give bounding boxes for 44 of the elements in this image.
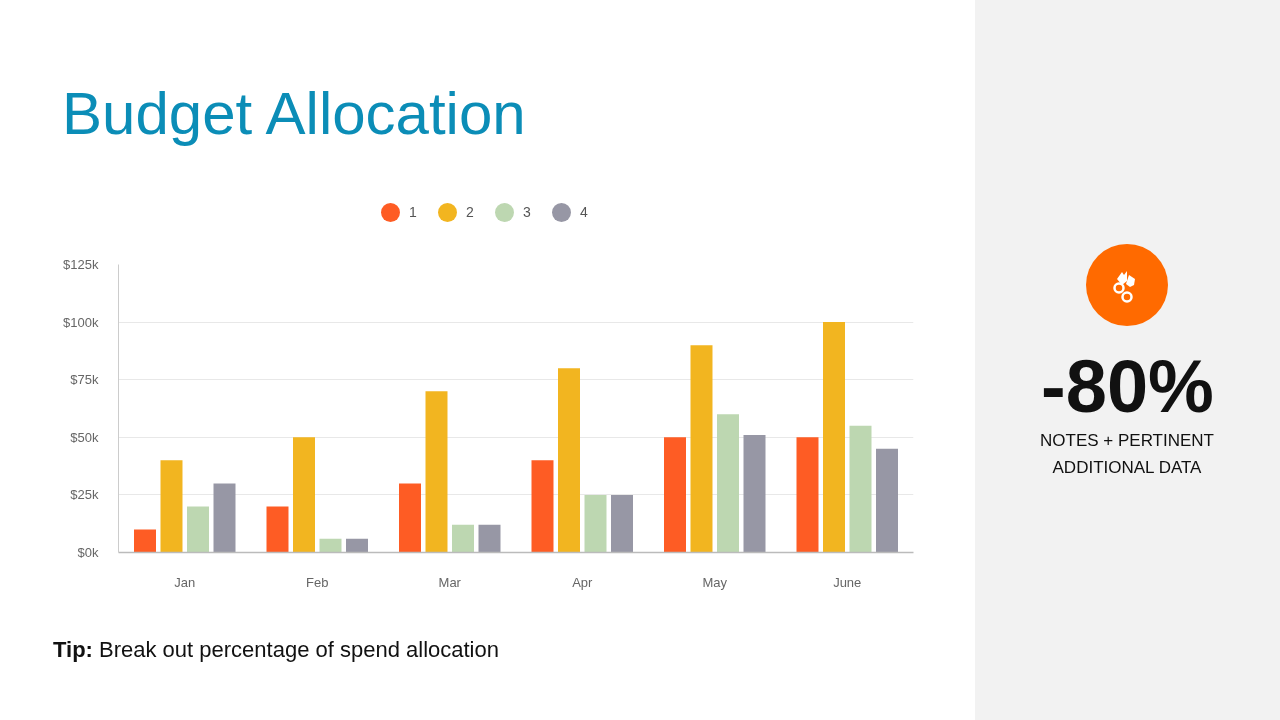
bar xyxy=(664,437,686,553)
x-tick-label: Jan xyxy=(174,574,196,590)
bar xyxy=(134,529,156,553)
bar xyxy=(690,345,713,553)
bar xyxy=(346,538,368,553)
text: Tip: Break out percentage of spend allocation xyxy=(53,636,499,664)
x-tick-label: Feb xyxy=(306,574,329,590)
x-tick-label: June xyxy=(833,574,862,590)
y-tick-label: $25k xyxy=(70,487,99,503)
bar xyxy=(213,483,236,553)
y-tick-label: $0k xyxy=(77,545,99,560)
bar xyxy=(266,506,289,553)
bar xyxy=(876,448,898,553)
y-tick-label: $125k xyxy=(63,257,99,272)
bar xyxy=(187,506,209,553)
chart-title: Budget Allocation xyxy=(62,79,526,149)
text: -80% xyxy=(1040,345,1215,428)
y-tick-label: $75k xyxy=(70,372,99,388)
bar xyxy=(452,524,474,553)
bar xyxy=(478,524,501,553)
legend-label: 4 xyxy=(580,203,588,222)
bar xyxy=(717,414,739,553)
bar xyxy=(531,460,554,553)
bar xyxy=(558,368,580,553)
bar xyxy=(796,437,819,553)
bar xyxy=(849,425,872,553)
bar xyxy=(293,437,315,553)
x-tick-label: May xyxy=(702,574,728,590)
y-tick-label: $100k xyxy=(63,314,99,330)
y-tick-label: $50k xyxy=(70,429,99,445)
bar xyxy=(584,494,607,553)
bar xyxy=(425,391,448,553)
legend-label: 3 xyxy=(523,203,531,222)
bar xyxy=(319,538,342,553)
bar xyxy=(399,483,421,553)
legend-label: 1 xyxy=(409,203,417,222)
bar xyxy=(160,460,183,553)
bar xyxy=(611,494,633,553)
legend-label: 2 xyxy=(466,203,474,222)
bar xyxy=(823,322,845,553)
x-tick-label: Apr xyxy=(572,574,594,590)
bar xyxy=(743,435,766,553)
text: NOTES + PERTINENT ADDITIONAL DATA xyxy=(1039,430,1215,479)
x-tick-label: Mar xyxy=(438,574,462,590)
